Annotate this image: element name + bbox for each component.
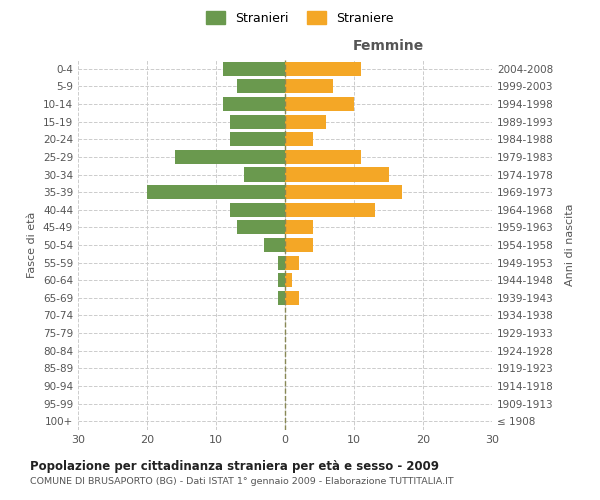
Bar (237, 220, 285, 234)
Bar (285, 80, 334, 94)
Legend: Stranieri, Straniere: Stranieri, Straniere (202, 6, 398, 30)
Bar (285, 202, 374, 217)
Text: COMUNE DI BRUSAPORTO (BG) - Dati ISTAT 1° gennaio 2009 - Elaborazione TUTTITALIA: COMUNE DI BRUSAPORTO (BG) - Dati ISTAT 1… (30, 478, 454, 486)
Bar (265, 238, 285, 252)
Bar (285, 273, 292, 287)
Bar (278, 256, 285, 270)
Bar (230, 202, 285, 217)
Bar (285, 97, 354, 111)
Bar (230, 114, 285, 128)
Bar (285, 114, 326, 128)
Bar (285, 220, 313, 234)
Bar (285, 256, 299, 270)
Bar (285, 132, 313, 146)
Bar (278, 273, 285, 287)
Bar (237, 80, 285, 94)
Bar (175, 150, 285, 164)
Bar (230, 132, 285, 146)
Bar (285, 185, 402, 199)
Bar (223, 62, 285, 76)
Bar (147, 185, 285, 199)
Bar (244, 168, 285, 181)
Bar (285, 168, 389, 181)
Bar (278, 291, 285, 305)
Text: Femmine: Femmine (353, 38, 424, 52)
Text: Popolazione per cittadinanza straniera per età e sesso - 2009: Popolazione per cittadinanza straniera p… (30, 460, 439, 473)
Y-axis label: Anni di nascita: Anni di nascita (565, 204, 575, 286)
Y-axis label: Fasce di età: Fasce di età (28, 212, 37, 278)
Bar (223, 97, 285, 111)
Bar (285, 62, 361, 76)
Bar (285, 150, 361, 164)
Bar (285, 238, 313, 252)
Bar (285, 291, 299, 305)
